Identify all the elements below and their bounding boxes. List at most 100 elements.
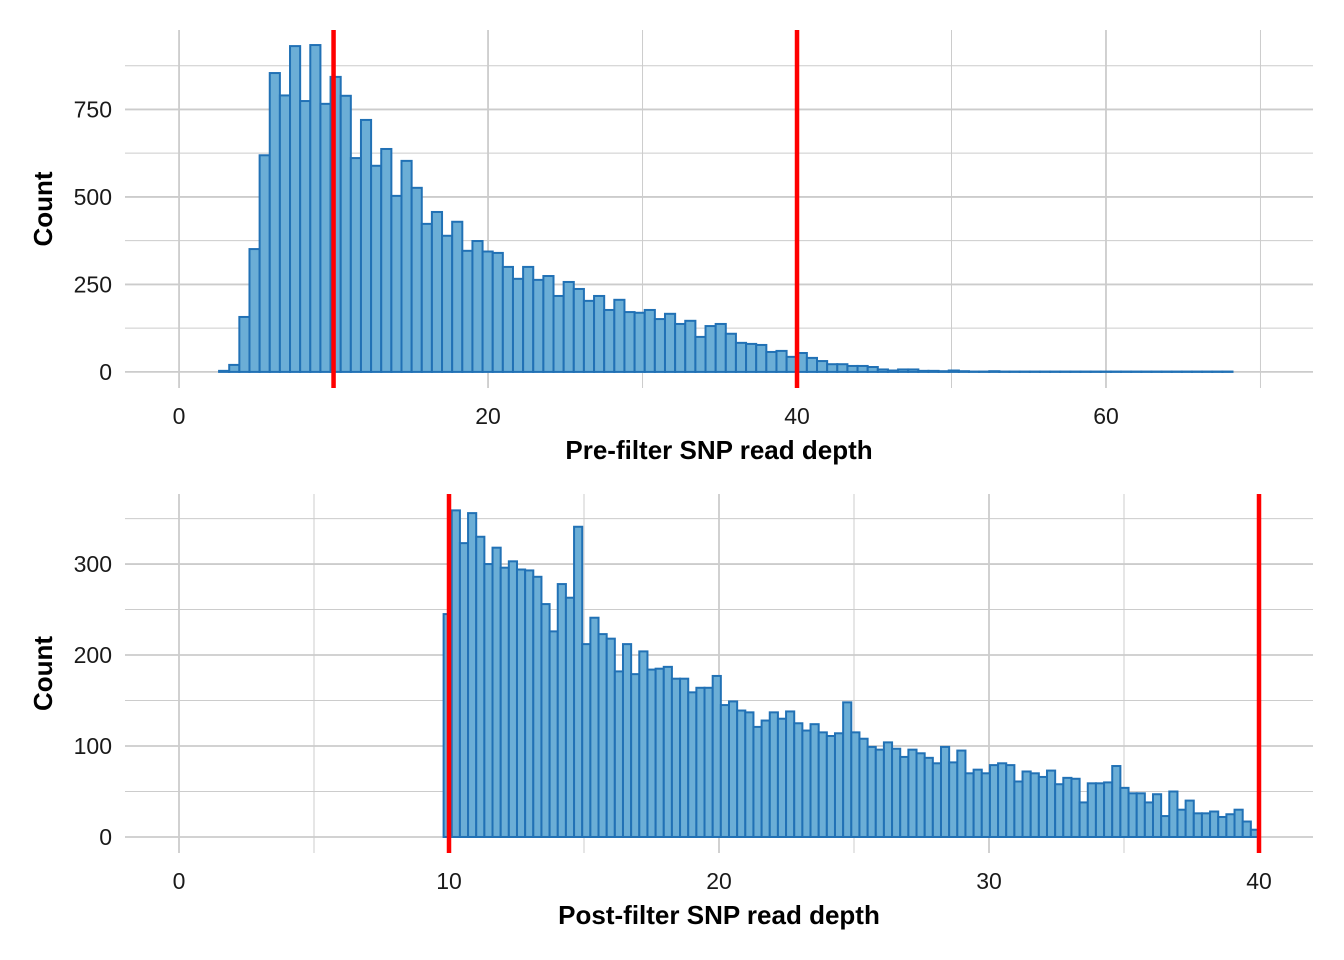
- histogram-bar: [793, 722, 804, 838]
- post-filter-histogram: 0 10 20 30 40 0 100 200 300 Post-filter SNP read …: [28, 494, 1313, 930]
- histogram-bar: [1209, 810, 1220, 838]
- histogram-bar: [917, 369, 930, 373]
- x-tick-label: 40: [1246, 868, 1272, 894]
- histogram-bar: [475, 535, 486, 838]
- histogram-bar: [390, 194, 403, 373]
- histogram-bar: [1029, 772, 1040, 838]
- histogram-bar: [833, 732, 845, 838]
- histogram-bar: [339, 94, 352, 373]
- histogram-bar: [744, 711, 755, 838]
- histogram-bar: [907, 368, 920, 373]
- histogram-bar: [268, 72, 281, 373]
- x-tick-label: 10: [436, 868, 462, 894]
- x-tick-label: 40: [784, 403, 810, 429]
- histogram-bar: [1192, 812, 1203, 838]
- histogram-bar: [1005, 764, 1016, 838]
- x-tick-label: 0: [173, 868, 186, 894]
- histogram-bar: [939, 745, 951, 838]
- histogram-bar: [836, 363, 849, 373]
- histogram-bar: [1176, 808, 1187, 838]
- histogram-bar: [562, 280, 575, 373]
- histogram-bar: [734, 341, 748, 373]
- histogram-bar: [801, 729, 812, 838]
- histogram-bar: [623, 311, 636, 373]
- histogram-bar: [1127, 792, 1138, 838]
- histogram-bar: [711, 674, 722, 838]
- histogram-bar: [980, 772, 991, 838]
- histogram-bar: [679, 677, 690, 838]
- histogram-bar: [1241, 820, 1252, 838]
- histogram-bar: [420, 222, 433, 373]
- histogram-bar: [736, 709, 747, 838]
- y-tick-label: 0: [99, 824, 112, 850]
- histogram-bar: [846, 364, 859, 373]
- histogram-bar: [662, 665, 673, 838]
- histogram-bar: [621, 643, 633, 838]
- histogram-bar: [556, 583, 567, 838]
- histogram-bar: [613, 298, 626, 373]
- histogram-bar: [450, 509, 461, 838]
- histogram-bar: [1037, 775, 1048, 838]
- histogram-bar: [703, 686, 714, 838]
- y-tick-label: 200: [74, 642, 112, 668]
- x-axis-title: Post-filter SNP read depth: [558, 900, 880, 930]
- histogram-bar: [461, 249, 474, 373]
- x-tick-label: 20: [475, 403, 501, 429]
- histogram-bar: [1103, 781, 1114, 838]
- histogram-bar: [471, 240, 484, 373]
- histogram-bar: [1013, 780, 1024, 838]
- histogram-bar: [752, 725, 763, 838]
- histogram-bar: [1086, 782, 1097, 838]
- histogram-bar: [1217, 815, 1228, 838]
- histogram-bar: [542, 275, 555, 373]
- histogram-bar: [1070, 777, 1081, 838]
- histogram-bar: [972, 768, 983, 838]
- histogram-bar: [874, 748, 885, 838]
- histogram-bar: [663, 312, 677, 373]
- histogram-bar: [927, 369, 940, 373]
- x-axis-title: Pre-filter SNP read depth: [565, 435, 872, 465]
- histogram-bar: [674, 322, 687, 373]
- histogram-bar: [866, 745, 877, 838]
- histogram-bar: [410, 186, 423, 373]
- histogram-bar: [1135, 792, 1146, 838]
- histogram-bar: [597, 633, 608, 838]
- histogram-bar: [1200, 812, 1212, 838]
- y-axis-title: Count: [28, 636, 58, 711]
- histogram-bar: [670, 677, 682, 838]
- pre-filter-histogram: 0 20 40 60 0 250 500 750 Pre-filter SNP read dep…: [28, 30, 1313, 465]
- histogram-bar: [483, 563, 494, 838]
- histogram-bar: [988, 370, 1001, 373]
- histogram-bar: [899, 755, 910, 838]
- histogram-bar: [613, 670, 624, 838]
- histogram-bar: [491, 546, 502, 838]
- histogram-bar: [724, 332, 737, 373]
- histogram-bar: [694, 335, 707, 373]
- histogram-bar: [719, 704, 730, 838]
- histogram-bar: [540, 603, 551, 838]
- histogram-bar: [501, 265, 514, 373]
- histogram-bar: [1184, 799, 1195, 838]
- histogram-bar: [451, 220, 464, 373]
- histogram-bar: [1021, 770, 1032, 838]
- histogram-bar: [654, 667, 665, 838]
- histogram-bar: [858, 737, 869, 838]
- histogram-bar: [923, 756, 934, 838]
- histogram-bar: [349, 157, 362, 373]
- histogram-bar: [704, 325, 717, 373]
- histogram-bar: [532, 278, 545, 373]
- histogram-bar: [964, 772, 975, 838]
- histogram-bar: [1094, 782, 1106, 838]
- histogram-bar: [258, 154, 271, 373]
- y-tick-label: 0: [99, 359, 112, 385]
- histogram-bar: [638, 650, 649, 838]
- histogram-bar: [430, 210, 444, 373]
- histogram-bar: [499, 566, 510, 838]
- y-tick-label: 250: [74, 271, 112, 297]
- histogram-bar: [886, 369, 900, 373]
- histogram-bar: [907, 748, 918, 838]
- histogram-bar: [1078, 801, 1089, 838]
- histogram-bar: [370, 164, 383, 373]
- histogram-bar: [1143, 801, 1154, 838]
